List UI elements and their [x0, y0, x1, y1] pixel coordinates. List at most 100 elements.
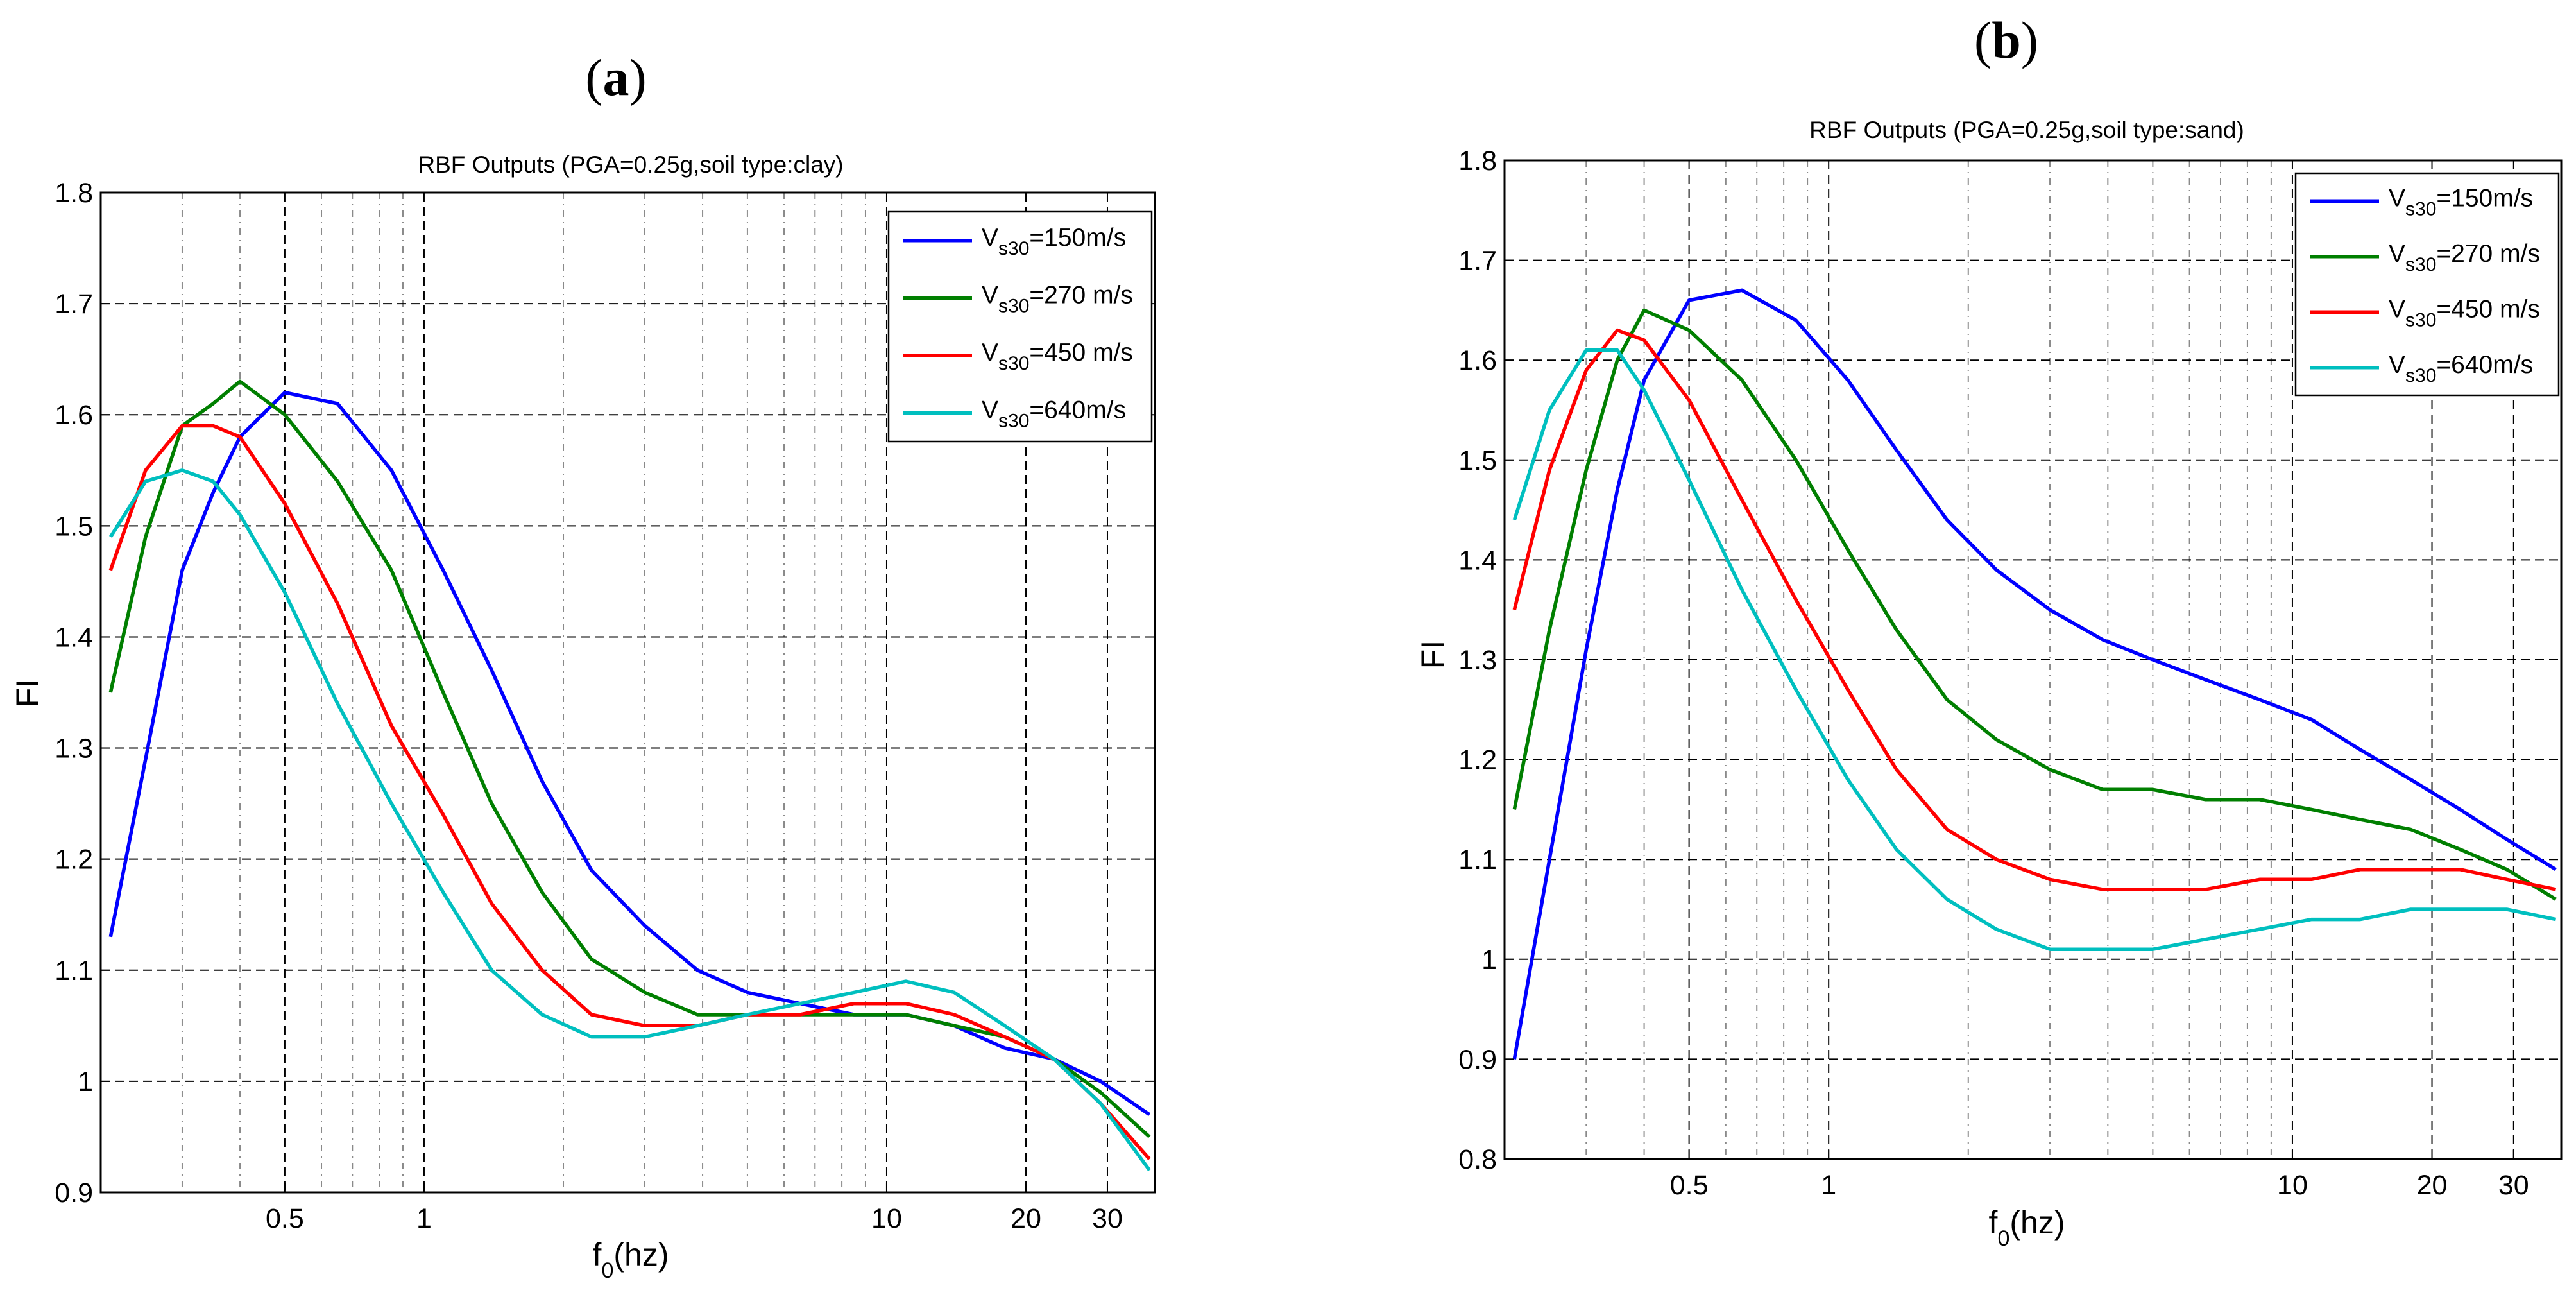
legend-entry: Vs30=270 m/s: [2389, 240, 2540, 275]
y-tick-label: 1.4: [55, 622, 93, 653]
panel-label-b-close: ): [2021, 11, 2038, 69]
chart-title: RBF Outputs (PGA=0.25g,soil type:sand): [1809, 117, 2244, 143]
y-tick-label: 1.1: [1458, 845, 1497, 875]
legend-entry-main: V: [982, 224, 998, 252]
legend-entry-main: V: [2389, 240, 2405, 268]
legend-entry-rest: =640m/s: [1029, 396, 1126, 424]
x-tick-label: 10: [2277, 1170, 2308, 1201]
x-axis-label: f0(hz): [593, 1237, 669, 1283]
legend-entry-main: V: [2389, 295, 2405, 323]
y-tick-label: 1.7: [55, 289, 93, 320]
plot-area: 0.5 1 10 20 30 0.8 0.9 1 1.1 1.2 1.3 1.4 1.5 1.6 1.7 1.…: [1458, 146, 2563, 1201]
legend-entry-main: V: [982, 396, 998, 424]
legend-entry-main: V: [982, 339, 998, 366]
x-tick-label: 1: [1821, 1170, 1836, 1201]
y-tick-label: 1.5: [55, 511, 93, 542]
legend-entry-sub: s30: [2405, 309, 2436, 331]
y-tick-label: 1.2: [1458, 745, 1497, 776]
legend-entry: Vs30=450 m/s: [2389, 295, 2540, 331]
legend-entry-rest: =640m/s: [2436, 351, 2533, 379]
panel-label-a-close: ): [629, 48, 647, 107]
legend-entry: Vs30=640m/s: [2389, 351, 2533, 386]
x-axis-label-base: f: [593, 1237, 602, 1273]
chart-title: RBF Outputs (PGA=0.25g,soil type:clay): [418, 151, 843, 178]
panel-label-a: (a): [585, 48, 647, 107]
series-line: [1512, 348, 2557, 951]
y-tick-label: 0.8: [1458, 1144, 1497, 1175]
y-tick-label: 1.5: [1458, 445, 1497, 476]
x-tick-label: 10: [871, 1203, 902, 1234]
legend-entry-rest: =450 m/s: [1029, 339, 1133, 366]
y-tick-label: 1.4: [1458, 545, 1497, 576]
x-tick-label: 30: [2498, 1170, 2529, 1201]
y-tick-label: 1: [1481, 945, 1497, 975]
y-tick-label: 1.1: [55, 956, 93, 986]
legend-entry-sub: s30: [998, 238, 1029, 259]
x-tick-label: 30: [1092, 1203, 1123, 1234]
legend-entry: Vs30=640m/s: [982, 396, 1126, 431]
panel-label-b-open: (: [1974, 11, 1992, 69]
legend-box: [887, 210, 1153, 443]
y-tick-label: 0.9: [55, 1178, 93, 1208]
x-tick-label: 1: [416, 1203, 432, 1234]
series-line: [1512, 288, 2557, 1060]
y-axis-label: FI: [10, 679, 46, 707]
series-line: [108, 390, 1151, 1117]
legend-entry: Vs30=450 m/s: [982, 339, 1133, 374]
x-axis-label-sub: 0: [1997, 1226, 2009, 1251]
series-line: [108, 379, 1151, 1138]
series-line: [108, 468, 1151, 1172]
legend-entry-rest: =270 m/s: [1029, 281, 1133, 309]
panel-label-b: (b): [1974, 11, 2038, 69]
chart-sand: RBF Outputs (PGA=0.25g,soil type:sand) 0…: [1415, 117, 2563, 1251]
legend-entry-sub: s30: [2405, 198, 2436, 219]
legend-entry-rest: =270 m/s: [2436, 240, 2540, 268]
series-line: [108, 424, 1151, 1160]
x-tick-label: 20: [1011, 1203, 1041, 1234]
y-tick-label: 1.6: [55, 400, 93, 431]
legend-box: [2294, 172, 2560, 397]
x-axis-label-sub: 0: [601, 1258, 613, 1283]
legend-entry-sub: s30: [998, 353, 1029, 374]
legend-entry-sub: s30: [2405, 254, 2436, 275]
legend-entry-rest: =150m/s: [2436, 184, 2533, 212]
y-tick-label: 1.7: [1458, 246, 1497, 277]
x-axis-label-rest: (hz): [2009, 1205, 2065, 1241]
legend-entry-main: V: [982, 281, 998, 309]
y-tick-label: 1.3: [1458, 645, 1497, 676]
legend-entry: Vs30=150m/s: [2389, 184, 2533, 219]
y-tick-label: 1.2: [55, 845, 93, 875]
legend-entry: Vs30=150m/s: [982, 224, 1126, 259]
y-axis-label: FI: [1415, 640, 1451, 669]
x-tick-label: 0.5: [1670, 1170, 1709, 1201]
legend-entry: Vs30=270 m/s: [982, 281, 1133, 316]
x-axis-label: f0(hz): [1989, 1205, 2065, 1251]
chart-clay: RBF Outputs (PGA=0.25g,soil type:clay) 0…: [10, 151, 1156, 1283]
y-tick-label: 0.9: [1458, 1044, 1497, 1075]
y-tick-label: 1.3: [55, 734, 93, 764]
y-tick-label: 1.8: [1458, 146, 1497, 176]
legend-entry-main: V: [2389, 184, 2405, 212]
x-axis-label-base: f: [1989, 1205, 1998, 1241]
legend-entry-main: V: [2389, 351, 2405, 379]
legend-entry-rest: =150m/s: [1029, 224, 1126, 252]
x-tick-label: 0.5: [266, 1203, 304, 1234]
legend-entry-sub: s30: [998, 410, 1029, 431]
plot-frame: [99, 191, 1156, 1194]
x-tick-label: 20: [2417, 1170, 2448, 1201]
y-tick-label: 1: [78, 1067, 93, 1097]
panel-label-a-letter: a: [603, 48, 629, 107]
x-axis-label-rest: (hz): [613, 1237, 669, 1273]
legend-entry-sub: s30: [2405, 365, 2436, 386]
panel-label-a-open: (: [585, 48, 602, 107]
y-tick-label: 1.6: [1458, 345, 1497, 376]
panel-label-b-letter: b: [1992, 11, 2021, 69]
legend-entry-sub: s30: [998, 295, 1029, 316]
series-line: [1512, 308, 2557, 901]
series-line: [1512, 328, 2557, 891]
y-tick-label: 1.8: [55, 178, 93, 209]
legend-entry-rest: =450 m/s: [2436, 295, 2540, 323]
